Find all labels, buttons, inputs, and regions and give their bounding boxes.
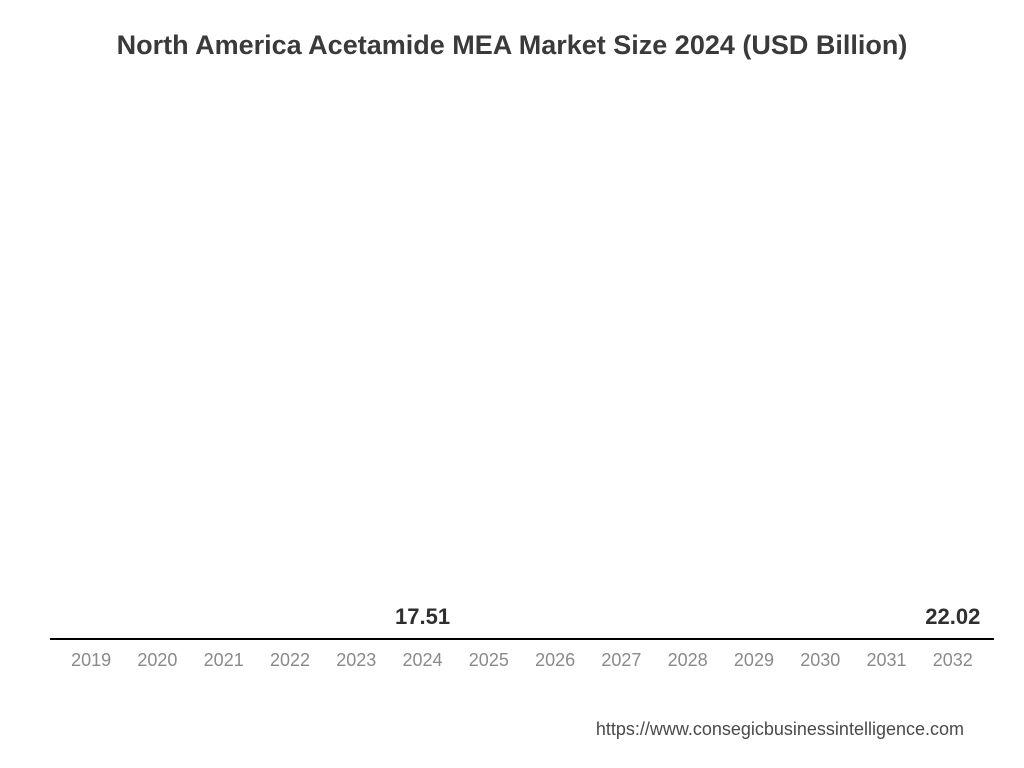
- x-axis-label: 2026: [522, 640, 588, 671]
- x-axis-label: 2027: [588, 640, 654, 671]
- x-axis-label: 2032: [920, 640, 986, 671]
- x-axis-label: 2029: [721, 640, 787, 671]
- chart-container: North America Acetamide MEA Market Size …: [0, 0, 1024, 768]
- x-axis-label: 2030: [787, 640, 853, 671]
- chart-title: North America Acetamide MEA Market Size …: [0, 30, 1024, 61]
- x-axis: 2019202020212022202320242025202620272028…: [50, 640, 994, 680]
- x-axis-label: 2023: [323, 640, 389, 671]
- x-axis-label: 2025: [456, 640, 522, 671]
- x-axis-label: 2021: [191, 640, 257, 671]
- source-url: https://www.consegicbusinessintelligence…: [596, 719, 964, 740]
- x-axis-label: 2020: [124, 640, 190, 671]
- bars-row: 17.51 22.02: [50, 110, 994, 638]
- bar-value-label: 22.02: [925, 604, 980, 630]
- x-axis-label: 2028: [655, 640, 721, 671]
- bar-value-label: 17.51: [395, 604, 450, 630]
- chart-area: 17.5122.02 20192020202120222023202420252…: [50, 110, 994, 678]
- x-axis-label: 2031: [853, 640, 919, 671]
- x-axis-label: 2019: [58, 640, 124, 671]
- plot-region: 17.51 22.02: [50, 110, 994, 640]
- x-axis-label: 2024: [389, 640, 455, 671]
- x-axis-label: 2022: [257, 640, 323, 671]
